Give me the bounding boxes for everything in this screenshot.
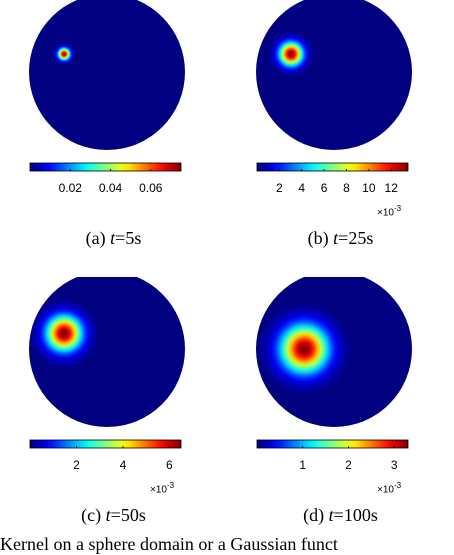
panel-b: 2 4 6 8 10 12 ×10-3 (b) t=25s: [227, 0, 454, 277]
sphere-disk-b: [256, 0, 412, 150]
caption-b: (b) t=25s: [227, 228, 454, 249]
heatmap-plot-a: 0.02 0.04 0.06: [29, 0, 185, 195]
panel-c: 2 4 6 ×10-3 (c) t=50s: [0, 277, 227, 554]
colorbar-tick-label-c-1: 4: [120, 458, 127, 472]
caption-value-a: =5s: [115, 228, 142, 248]
colorbar-tick-label-b-1: 4: [298, 181, 305, 195]
heatmap-plot-c: 2 4 6: [29, 277, 185, 472]
concentration-blob-a: [52, 42, 76, 66]
colorbar-tick-label-c-0: 2: [73, 458, 80, 472]
caption-value-c: =50s: [110, 505, 146, 525]
colorbar-tick-label-b-3: 8: [343, 181, 350, 195]
colorbar-tick-label-d-0: 1: [299, 458, 306, 472]
colorbar-tick-label-d-1: 2: [345, 458, 352, 472]
colorbar-tick-label-b-5: 12: [385, 181, 399, 195]
concentration-blob-d: [257, 302, 352, 396]
colorbar-tick-label-b-0: 2: [276, 181, 283, 195]
caption-var-a: t: [110, 228, 116, 248]
caption-tag-a: (a): [85, 228, 106, 248]
caption-var-c: t: [105, 505, 111, 525]
colorbar-tick-label-a-2: 0.06: [139, 181, 163, 195]
caption-var-b: t: [333, 228, 339, 248]
colorbar-exponent-d: ×10-3: [377, 481, 402, 496]
colorbar-exponent-c: ×10-3: [150, 481, 175, 496]
panel-d: 1 2 3 ×10-3 (d) t=100s: [227, 277, 454, 554]
caption-c: (c) t=50s: [0, 505, 227, 526]
colorbar-c: [29, 439, 182, 449]
panel-a: 0.02 0.04 0.06 (a) t=5s: [0, 0, 227, 277]
caption-value-d: =100s: [333, 505, 378, 525]
colorbar-tick-label-d-2: 3: [391, 458, 398, 472]
colorbar-exponent-b: ×10-3: [377, 204, 402, 219]
colorbar-tick-label-b-4: 10: [362, 181, 376, 195]
colorbar-tick-label-a-1: 0.04: [99, 181, 123, 195]
colorbar-d: [256, 439, 409, 449]
colorbar-tick-label-a-0: 0.02: [59, 181, 83, 195]
caption-var-d: t: [328, 505, 334, 525]
figure-caption-text: Kernel on a sphere domain or a Gaussian …: [0, 534, 338, 554]
concentration-blob-c: [29, 298, 100, 369]
caption-value-b: =25s: [338, 228, 374, 248]
colorbar-a: [29, 162, 182, 172]
caption-tag-d: (d): [303, 505, 325, 525]
heatmap-plot-b: 2 4 6 8 10 12: [256, 0, 412, 195]
caption-d: (d) t=100s: [227, 505, 454, 526]
sphere-disk-a: [29, 0, 185, 150]
colorbar-tick-label-b-2: 6: [321, 181, 328, 195]
caption-a: (a) t=5s: [0, 228, 227, 249]
colorbar-b: [256, 162, 409, 172]
colorbar-tick-label-c-2: 6: [166, 458, 173, 472]
heatmap-plot-d: 1 2 3: [256, 277, 412, 472]
caption-tag-c: (c): [81, 505, 102, 525]
concentration-blob-b: [267, 30, 315, 78]
caption-tag-b: (b): [307, 228, 329, 248]
